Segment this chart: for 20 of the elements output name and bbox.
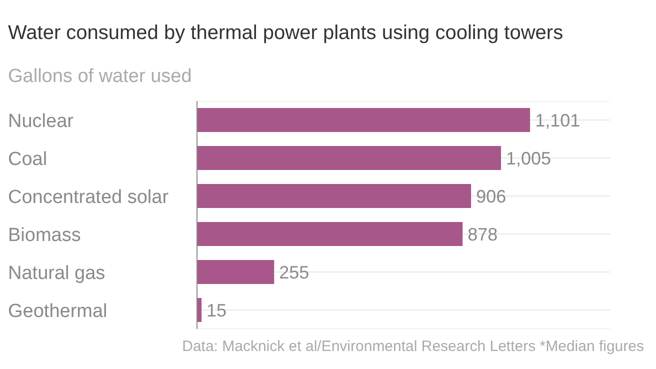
bar — [197, 108, 530, 132]
data-label: 878 — [468, 224, 498, 244]
y-tick-label: Coal — [8, 149, 48, 170]
data-label: 1,005 — [506, 148, 552, 168]
y-tick-label: Natural gas — [8, 263, 106, 284]
data-label: 906 — [476, 186, 506, 206]
bar — [197, 184, 472, 208]
chart-subtitle: Gallons of water used — [8, 66, 192, 88]
chart-title: Water consumed by thermal power plants using cooling towers — [8, 22, 564, 45]
bar — [197, 222, 463, 246]
y-tick-label: Biomass — [8, 225, 81, 246]
data-label: 1,101 — [535, 110, 580, 130]
y-tick-label: Geothermal — [8, 301, 108, 322]
data-label: 15 — [206, 300, 227, 320]
text: Data: Macknick et al/Environmental Research Letters *Median figures — [182, 338, 644, 355]
bar — [197, 146, 502, 170]
bar — [197, 260, 274, 284]
y-tick-label: Concentrated solar — [8, 187, 170, 208]
data-label: 255 — [279, 262, 310, 282]
y-tick-label: Nuclear — [8, 111, 74, 132]
